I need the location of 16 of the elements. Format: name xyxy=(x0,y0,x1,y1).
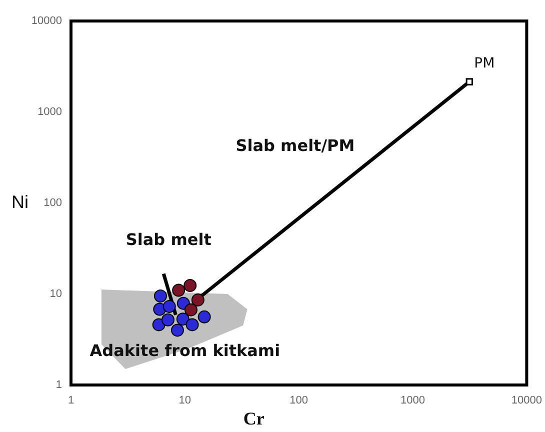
y-tick-label: 100 xyxy=(44,197,62,210)
x-axis-title: Cr xyxy=(243,408,264,429)
x-tick-label: 10000 xyxy=(511,394,542,407)
y-axis-title: Ni xyxy=(12,192,28,212)
y-tick-label: 10 xyxy=(50,288,62,300)
x-tick-label: 1000 xyxy=(400,394,426,407)
x-tick-label: 10 xyxy=(178,394,192,407)
annotation: PM xyxy=(474,55,495,72)
y-tick-label: 10000 xyxy=(31,15,62,28)
y-tick-label: 1000 xyxy=(38,106,62,118)
annotation: Slab melt xyxy=(126,230,212,249)
x-tick-label: 1 xyxy=(68,394,74,407)
annotation: Adakite from kitkami xyxy=(90,341,280,360)
annotation: Slab melt/PM xyxy=(236,136,355,156)
y-tick-label: 1 xyxy=(56,379,62,392)
x-tick-label: 100 xyxy=(290,394,308,407)
